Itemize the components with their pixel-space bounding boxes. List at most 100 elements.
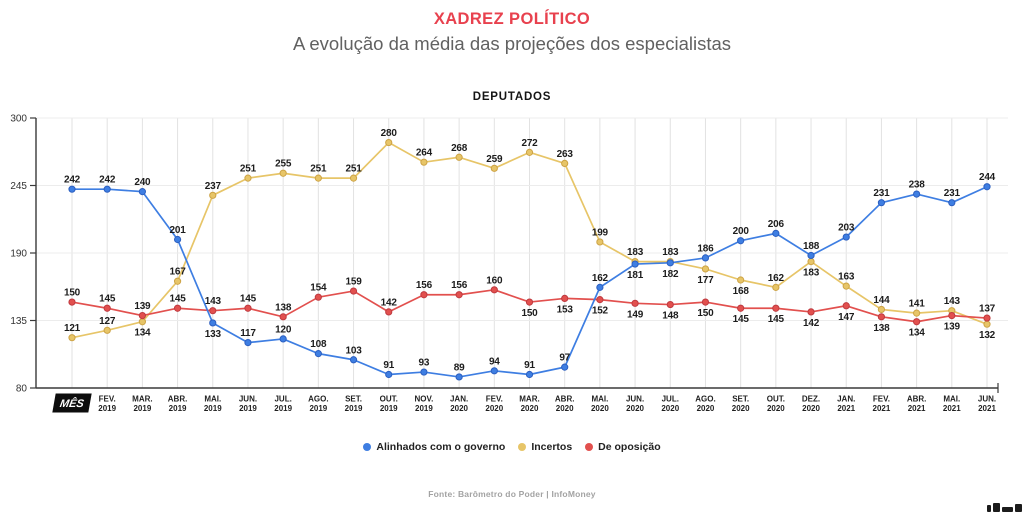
x-tick-year: 2020: [767, 404, 785, 413]
data-point: [772, 304, 780, 312]
data-label: 143: [205, 296, 222, 307]
data-label: 138: [873, 323, 890, 334]
data-label: 108: [310, 339, 327, 350]
data-point: [455, 153, 463, 161]
x-tick-month: JUN.: [626, 395, 644, 404]
data-label: 89: [454, 362, 465, 373]
data-label: 145: [733, 314, 750, 325]
data-label: 259: [486, 154, 503, 165]
x-tick-month: DEZ.: [802, 395, 820, 404]
data-point: [68, 298, 76, 306]
data-label: 251: [310, 164, 327, 175]
data-label: 242: [64, 175, 81, 186]
data-point: [314, 293, 322, 301]
data-point: [349, 356, 358, 364]
legend-dot: [363, 443, 372, 451]
data-label: 145: [240, 294, 257, 305]
data-label: 264: [416, 148, 433, 159]
x-tick-year: 2019: [169, 404, 187, 413]
data-point: [173, 304, 182, 312]
data-label: 183: [662, 247, 679, 258]
data-point: [737, 276, 745, 284]
data-label: 201: [170, 225, 187, 236]
x-tick-month: JAN.: [450, 395, 468, 404]
x-tick-year: 2020: [556, 404, 574, 413]
x-tick-year: 2020: [732, 404, 750, 413]
data-point: [701, 298, 710, 306]
data-label: 141: [909, 299, 926, 310]
data-label: 237: [205, 181, 222, 192]
x-tick-year: 2021: [978, 404, 996, 413]
x-tick-month: AGO.: [308, 395, 328, 404]
x-tick-year: 2021: [873, 404, 891, 413]
x-tick-month: FEV.: [486, 395, 503, 404]
data-point: [173, 277, 182, 285]
data-label: 117: [240, 328, 256, 339]
data-point: [173, 235, 182, 244]
data-point: [631, 299, 639, 307]
x-tick-year: 2021: [908, 404, 926, 413]
x-tick-month: JUN.: [239, 395, 257, 404]
legend-item: De oposição: [585, 441, 661, 453]
x-tick-month: OUT.: [767, 395, 785, 404]
data-point: [877, 199, 886, 207]
x-tick-month: NOV.: [415, 395, 434, 404]
x-tick-month: JUL.: [662, 395, 679, 404]
badge-label: MÊS: [59, 397, 86, 410]
horizontal-gridlines: [36, 117, 1008, 321]
data-label: 134: [134, 328, 151, 339]
legend-dot: [585, 443, 594, 451]
data-point: [877, 313, 886, 321]
data-point: [525, 298, 534, 306]
badge-box: [52, 393, 92, 413]
data-point: [913, 309, 921, 317]
legend-label: De oposição: [598, 441, 661, 453]
data-label: 280: [381, 128, 398, 139]
data-point: [666, 259, 674, 267]
x-tick-month: MAR.: [519, 395, 539, 404]
data-point: [842, 302, 850, 310]
x-tick-year: 2019: [380, 404, 398, 413]
chart-area: 300 245 190 135 80 MÊS FEV. 2019 MAR. 2019 ABR. 201…: [0, 105, 1024, 420]
data-point: [455, 291, 463, 299]
data-label: 93: [419, 358, 430, 369]
data-point: [244, 304, 252, 312]
data-point: [138, 318, 146, 326]
data-label: 103: [345, 345, 362, 356]
data-point: [68, 334, 76, 342]
data-point: [948, 311, 956, 320]
x-tick-month: SET.: [732, 395, 749, 404]
data-point: [349, 287, 358, 295]
data-point: [385, 308, 393, 316]
data-label: 168: [733, 286, 750, 297]
data-label: 138: [275, 302, 292, 313]
data-label: 120: [275, 324, 292, 335]
data-point: [913, 318, 921, 326]
x-tick-month: MAI.: [943, 395, 960, 404]
data-point: [842, 282, 850, 290]
data-label: 177: [697, 275, 714, 286]
x-tick-year: 2019: [133, 404, 151, 413]
data-point: [666, 300, 674, 309]
data-point: [349, 174, 358, 182]
x-tick-month: ABR.: [555, 395, 575, 404]
y-tick-label: 300: [10, 114, 27, 125]
data-label: 268: [451, 143, 468, 154]
x-tick-month: OUT.: [380, 395, 398, 404]
data-label: 134: [909, 328, 926, 339]
data-label: 162: [592, 273, 609, 284]
data-label: 186: [697, 243, 714, 254]
x-tick-year: 2020: [626, 404, 644, 413]
data-label: 91: [383, 360, 394, 371]
legend-item: Incertos: [518, 441, 572, 453]
x-tick-month: ABR.: [168, 395, 188, 404]
data-label: 145: [170, 294, 187, 305]
data-label: 240: [134, 177, 151, 188]
data-label: 272: [521, 138, 538, 149]
data-point: [701, 254, 710, 262]
x-tick-year: 2021: [837, 404, 855, 413]
data-point: [420, 368, 428, 376]
data-label: 148: [662, 311, 679, 322]
x-tick-year: 2020: [802, 404, 820, 413]
data-label: 144: [873, 295, 890, 306]
